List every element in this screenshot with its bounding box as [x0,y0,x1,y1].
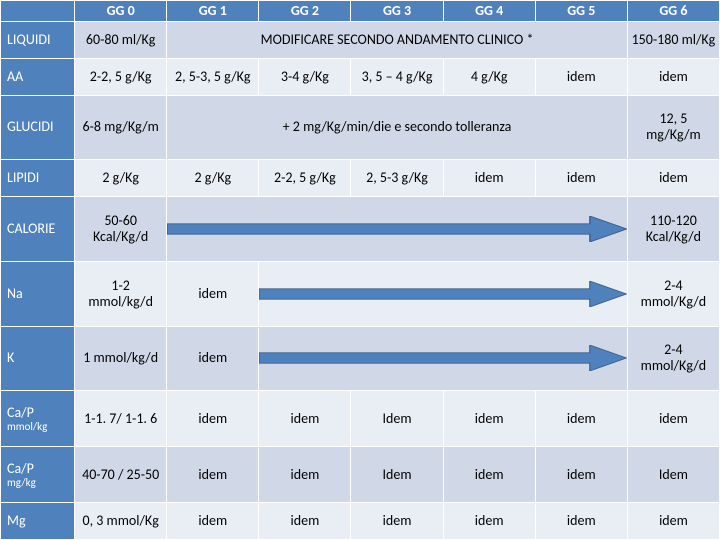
label-sub: mg/kg [7,477,71,488]
row-label-cap-mmol: Ca/P mmol/kg [1,391,75,447]
cell-mg-2: idem [259,503,351,540]
row-mg: Mg 0, 3 mmol/Kg idem idem idem idem idem… [1,503,720,540]
cell-cap1-6: idem [627,391,719,447]
cell-cap1-3: Idem [351,391,443,447]
header-gg3: GG 3 [351,1,443,22]
cell-mg-6: idem [627,503,719,540]
right-arrow-icon [259,281,627,307]
cell-na-gg6: 2-4 mmol/Kg/d [627,261,719,326]
cell-aa-4: 4 g/Kg [443,58,535,95]
cell-cap1-2: idem [259,391,351,447]
row-label-na: Na [1,261,75,326]
row-cap-mmol: Ca/P mmol/kg 1-1. 7/ 1-1. 6 idem idem Id… [1,391,720,447]
cell-lipidi-5: idem [535,160,627,197]
nutrition-table: GG 0 GG 1 GG 2 GG 3 GG 4 GG 5 GG 6 LIQUI… [0,0,720,540]
row-label-aa: AA [1,58,75,95]
row-aa: AA 2-2, 5 g/Kg 2, 5-3, 5 g/Kg 3-4 g/Kg 3… [1,58,720,95]
cell-liquidi-merged: MODIFICARE SECONDO ANDAMENTO CLINICO * [167,22,628,59]
row-label-calorie: CALORIE [1,197,75,262]
cell-mg-5: idem [535,503,627,540]
header-gg5: GG 5 [535,1,627,22]
cell-lipidi-2: 2-2, 5 g/Kg [259,160,351,197]
cell-mg-4: idem [443,503,535,540]
row-na: Na 1-2 mmol/kg/d idem 2-4 mmol/Kg/d [1,261,720,326]
label-text: Ca/P [7,404,34,421]
cell-calorie-gg6: 110-120 Kcal/Kg/d [627,197,719,262]
header-blank [1,1,75,22]
cell-cap2-0: 40-70 / 25-50 [75,447,167,503]
cell-mg-3: idem [351,503,443,540]
cell-cap2-2: idem [259,447,351,503]
label-sub: mmol/kg [7,421,71,432]
header-gg2: GG 2 [259,1,351,22]
cell-aa-5: idem [535,58,627,95]
row-label-mg: Mg [1,503,75,540]
header-gg0: GG 0 [75,1,167,22]
cell-aa-1: 2, 5-3, 5 g/Kg [167,58,259,95]
cell-na-gg1: idem [167,261,259,326]
cell-lipidi-4: idem [443,160,535,197]
cell-glucidi-gg0: 6-8 mg/Kg/m [75,95,167,160]
cell-k-gg0: 1 mmol/kg/d [75,326,167,391]
cell-liquidi-gg0: 60-80 ml/Kg [75,22,167,59]
cell-mg-0: 0, 3 mmol/Kg [75,503,167,540]
right-arrow-icon [167,216,627,242]
nutrition-table-container: GG 0 GG 1 GG 2 GG 3 GG 4 GG 5 GG 6 LIQUI… [0,0,720,540]
cell-calorie-gg0: 50-60 Kcal/Kg/d [75,197,167,262]
row-lipidi: LIPIDI 2 g/Kg 2 g/Kg 2-2, 5 g/Kg 2, 5-3 … [1,160,720,197]
right-arrow-icon [259,345,627,371]
header-row: GG 0 GG 1 GG 2 GG 3 GG 4 GG 5 GG 6 [1,1,720,22]
row-glucidi: GLUCIDI 6-8 mg/Kg/m + 2 mg/Kg/min/die e … [1,95,720,160]
header-gg4: GG 4 [443,1,535,22]
cell-aa-2: 3-4 g/Kg [259,58,351,95]
cell-calorie-arrow [167,197,628,262]
cell-lipidi-3: 2, 5-3 g/Kg [351,160,443,197]
cell-k-arrow [259,326,628,391]
cell-cap2-4: idem [443,447,535,503]
row-label-glucidi: GLUCIDI [1,95,75,160]
header-gg6: GG 6 [627,1,719,22]
cell-k-gg1: idem [167,326,259,391]
cell-na-gg0: 1-2 mmol/kg/d [75,261,167,326]
row-label-liquidi: LIQUIDI [1,22,75,59]
cell-k-gg6: 2-4 mmol/Kg/d [627,326,719,391]
row-label-cap-mg: Ca/P mg/kg [1,447,75,503]
header-gg1: GG 1 [167,1,259,22]
label-text: Ca/P [7,460,34,477]
cell-cap1-1: idem [167,391,259,447]
cell-cap2-5: idem [535,447,627,503]
cell-liquidi-gg6: 150-180 ml/Kg [627,22,719,59]
row-label-k: K [1,326,75,391]
cell-mg-1: idem [167,503,259,540]
cell-glucidi-merged: + 2 mg/Kg/min/die e secondo tolleranza [167,95,628,160]
cell-lipidi-1: 2 g/Kg [167,160,259,197]
cell-aa-3: 3, 5 – 4 g/Kg [351,58,443,95]
cell-cap2-6: Idem [627,447,719,503]
row-liquidi: LIQUIDI 60-80 ml/Kg MODIFICARE SECONDO A… [1,22,720,59]
cell-cap1-5: idem [535,391,627,447]
row-cap-mg: Ca/P mg/kg 40-70 / 25-50 idem idem Idem … [1,447,720,503]
row-label-lipidi: LIPIDI [1,160,75,197]
cell-cap2-1: idem [167,447,259,503]
cell-glucidi-gg6: 12, 5 mg/Kg/m [627,95,719,160]
cell-aa-6: idem [627,58,719,95]
cell-cap1-0: 1-1. 7/ 1-1. 6 [75,391,167,447]
row-k: K 1 mmol/kg/d idem 2-4 mmol/Kg/d [1,326,720,391]
cell-lipidi-0: 2 g/Kg [75,160,167,197]
cell-cap1-4: idem [443,391,535,447]
cell-cap2-3: Idem [351,447,443,503]
cell-na-arrow [259,261,628,326]
cell-lipidi-6: idem [627,160,719,197]
cell-aa-0: 2-2, 5 g/Kg [75,58,167,95]
row-calorie: CALORIE 50-60 Kcal/Kg/d 110-120 Kcal/Kg/… [1,197,720,262]
